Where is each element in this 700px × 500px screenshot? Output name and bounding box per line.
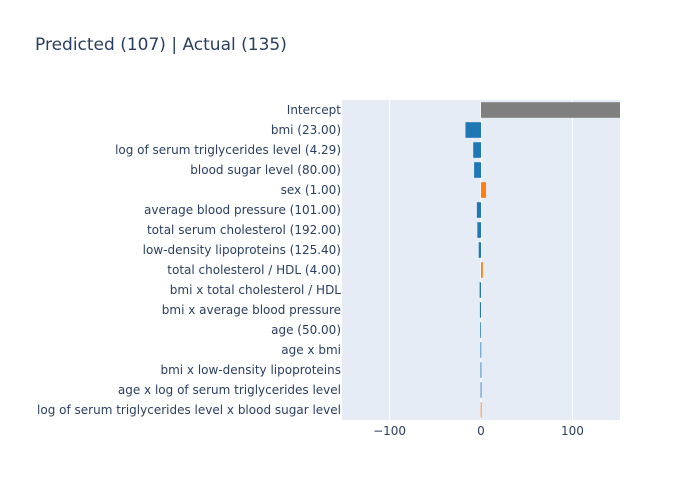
bar bbox=[480, 342, 482, 358]
bar bbox=[473, 142, 481, 158]
y-category-label: bmi x average blood pressure bbox=[162, 303, 341, 317]
y-category-label: total serum cholesterol (192.00) bbox=[147, 223, 341, 237]
y-category-label: bmi x low-density lipoproteins bbox=[160, 363, 341, 377]
bar bbox=[465, 122, 481, 138]
y-category-label: age x bmi bbox=[281, 343, 341, 357]
y-category-label: log of serum triglycerides level x blood… bbox=[37, 403, 341, 417]
bar bbox=[481, 262, 483, 278]
bar bbox=[480, 362, 482, 378]
bar bbox=[479, 302, 481, 318]
y-category-label: low-density lipoproteins (125.40) bbox=[143, 243, 341, 257]
y-axis-labels: Intercept bmi (23.00) log of serum triglyc… bbox=[37, 103, 341, 417]
y-category-label: blood sugar level (80.00) bbox=[190, 163, 341, 177]
bar bbox=[480, 402, 482, 418]
bar bbox=[478, 242, 481, 258]
y-category-label: total cholesterol / HDL (4.00) bbox=[167, 263, 341, 277]
bars bbox=[465, 102, 620, 418]
y-category-label: bmi x total cholesterol / HDL bbox=[170, 283, 342, 297]
y-category-label: log of serum triglycerides level (4.29) bbox=[115, 143, 341, 157]
y-category-label: average blood pressure (101.00) bbox=[144, 203, 341, 217]
x-tick-label: 100 bbox=[561, 424, 584, 438]
bar bbox=[476, 202, 481, 218]
bar bbox=[474, 162, 481, 178]
y-category-label: age x log of serum triglycerides level bbox=[118, 383, 341, 397]
x-tick-label: 0 bbox=[477, 424, 485, 438]
x-axis-ticks: −100 0 100 bbox=[373, 424, 584, 438]
bar bbox=[480, 322, 482, 338]
y-category-label: sex (1.00) bbox=[281, 183, 341, 197]
y-category-label: bmi (23.00) bbox=[271, 123, 341, 137]
bar bbox=[481, 182, 487, 198]
y-category-label: age (50.00) bbox=[271, 323, 341, 337]
bar bbox=[481, 102, 620, 118]
y-category-label: Intercept bbox=[287, 103, 342, 117]
bar bbox=[477, 222, 481, 238]
bar bbox=[479, 282, 481, 298]
x-tick-label: −100 bbox=[373, 424, 406, 438]
chart-title: Predicted (107) | Actual (135) bbox=[35, 35, 287, 55]
bar bbox=[480, 382, 482, 398]
